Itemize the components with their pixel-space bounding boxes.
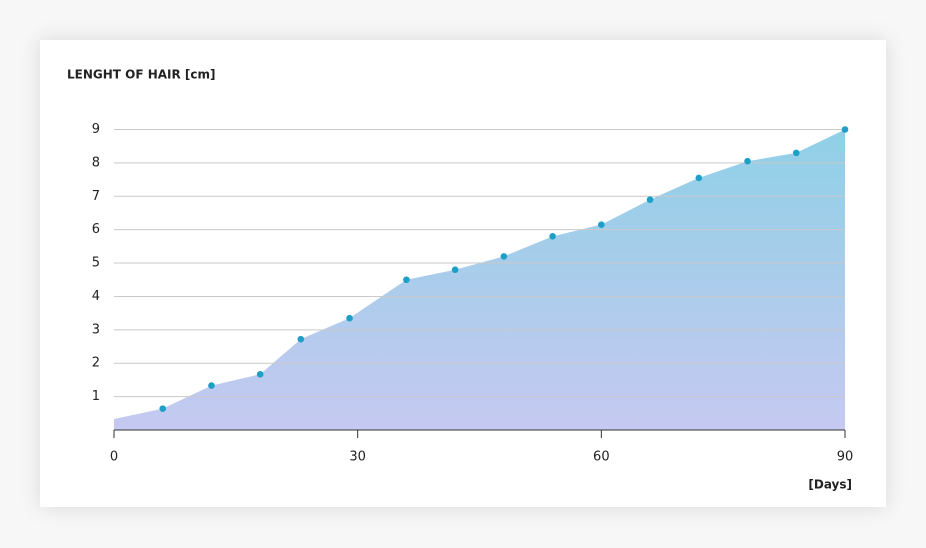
y-tick-label: 3 bbox=[92, 322, 100, 337]
x-axis-label: [Days] bbox=[808, 478, 852, 492]
y-tick-label: 9 bbox=[92, 122, 100, 137]
data-point bbox=[208, 382, 215, 389]
y-tick-label: 8 bbox=[92, 155, 100, 170]
data-point bbox=[159, 405, 167, 412]
data-point bbox=[451, 266, 459, 274]
x-tick-label: 60 bbox=[593, 450, 610, 465]
data-point bbox=[549, 233, 556, 240]
data-point bbox=[744, 157, 751, 165]
y-tick-label: 5 bbox=[92, 256, 100, 271]
data-point bbox=[256, 370, 264, 378]
area bbox=[114, 129, 845, 430]
y-tick-label: 6 bbox=[92, 222, 100, 237]
y-tick-label: 1 bbox=[92, 389, 100, 404]
chart-title: LENGHT OF HAIR [cm] bbox=[67, 68, 216, 82]
x-tick-label: 30 bbox=[349, 450, 366, 465]
data-point bbox=[646, 196, 654, 203]
x-tick-label: 0 bbox=[110, 450, 118, 465]
data-point bbox=[297, 335, 305, 343]
y-tick-label: 4 bbox=[92, 289, 100, 304]
y-tick-label: 2 bbox=[92, 356, 100, 371]
data-point bbox=[403, 276, 410, 284]
data-point bbox=[695, 174, 703, 182]
x-tick-label: 90 bbox=[837, 450, 854, 465]
y-tick-label: 7 bbox=[92, 189, 100, 204]
data-point bbox=[792, 149, 800, 157]
data-point bbox=[500, 253, 508, 260]
data-point bbox=[346, 314, 353, 322]
data-point bbox=[598, 221, 605, 228]
data-point bbox=[841, 126, 849, 133]
